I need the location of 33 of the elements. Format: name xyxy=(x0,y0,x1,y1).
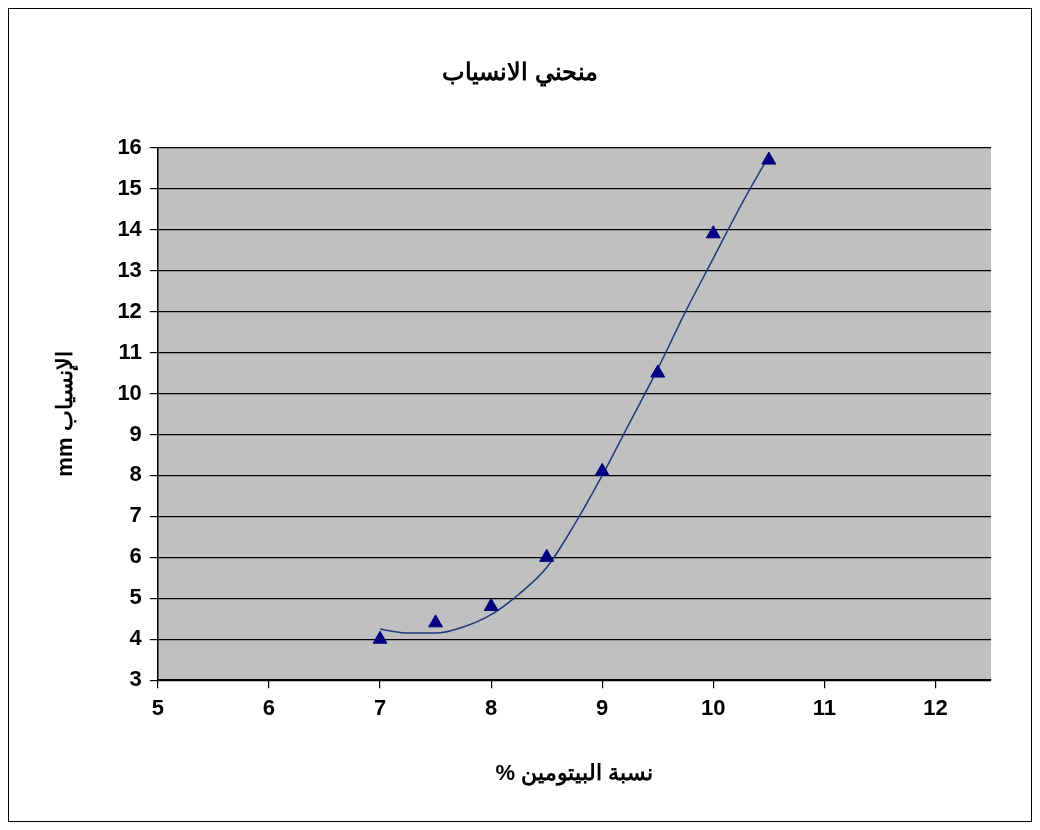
y-tick-label: 5 xyxy=(129,584,142,610)
x-tick-label: 11 xyxy=(812,695,837,721)
y-tick-label: 13 xyxy=(117,256,142,282)
x-tick-label: 10 xyxy=(701,695,726,721)
x-tick-label: 8 xyxy=(485,695,498,721)
y-tick-label: 12 xyxy=(117,297,142,323)
y-tick-label: 6 xyxy=(129,543,142,569)
y-tick-label: 4 xyxy=(129,625,143,651)
y-tick-label: 9 xyxy=(129,420,142,446)
point xyxy=(650,364,666,378)
point xyxy=(539,548,555,562)
y-tick-label: 16 xyxy=(117,133,142,159)
y-axis-title: mm الإنسياب xyxy=(52,351,80,477)
x-axis-title: % نسبة البيتومين xyxy=(495,759,654,786)
y-tick-label: 11 xyxy=(118,338,142,364)
y-tick-label: 7 xyxy=(129,502,142,528)
point xyxy=(705,225,721,239)
y-tick-label: 14 xyxy=(117,215,143,241)
point xyxy=(483,597,499,611)
x-tick-label: 5 xyxy=(151,695,164,721)
y-tick-label: 15 xyxy=(117,174,142,200)
point xyxy=(372,630,388,644)
y-tick-label: 10 xyxy=(117,379,142,405)
point xyxy=(594,462,610,476)
y-tick-label: 8 xyxy=(129,461,142,487)
x-tick-label: 9 xyxy=(596,695,609,721)
y-tick-label: 3 xyxy=(129,666,142,692)
x-tick-label: 12 xyxy=(923,695,948,721)
chart-title: منحني الانسياب xyxy=(442,58,598,88)
point xyxy=(428,614,444,628)
point xyxy=(761,151,777,165)
x-tick-label: 6 xyxy=(262,695,276,721)
x-tick-label: 7 xyxy=(373,695,387,721)
